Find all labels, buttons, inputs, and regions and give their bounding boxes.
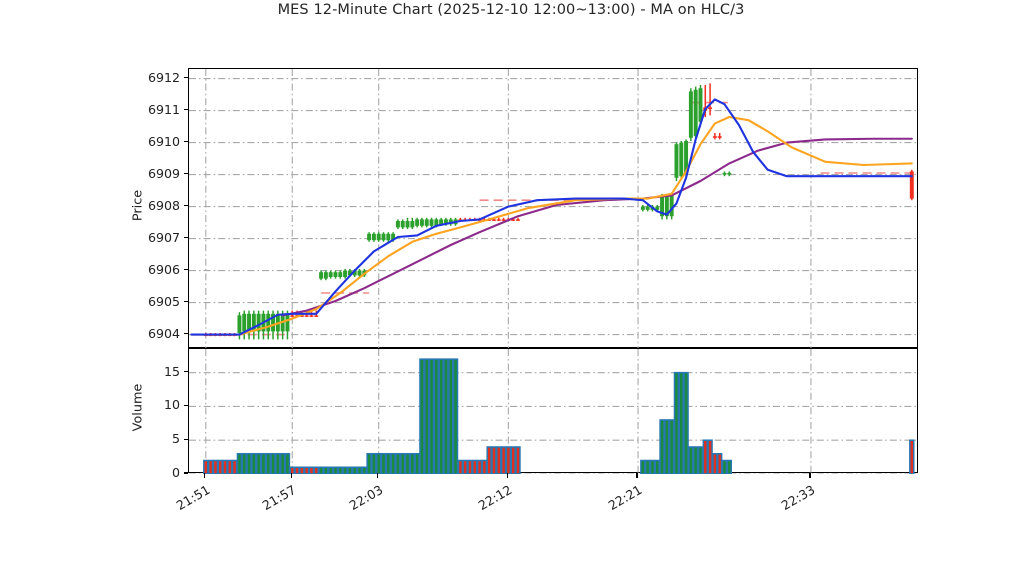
time-tick-mark	[377, 473, 379, 478]
volume-tick-label: 5	[171, 431, 180, 447]
chart-title: MES 12-Minute Chart (2025-12-10 12:00~13…	[277, 2, 745, 18]
price-tick-mark	[184, 236, 188, 239]
volume-tick-mark	[184, 404, 188, 407]
price-tick-label: 6906	[147, 261, 180, 277]
time-tick-mark	[290, 473, 292, 478]
time-tick-label: 22:12	[475, 482, 515, 514]
price-tick-mark	[184, 332, 188, 335]
price-tick-mark	[184, 204, 188, 207]
volume-tick-label: 0	[171, 465, 180, 480]
time-tick-mark	[204, 473, 206, 478]
time-tick-label: 21:51	[173, 482, 213, 514]
volume-tick-mark	[184, 472, 188, 474]
price-tick-label: 6905	[147, 293, 180, 309]
volume-tick-label: 15	[163, 363, 180, 379]
price-tick-label: 6904	[147, 325, 180, 341]
price-tick-mark	[184, 108, 188, 111]
price-tick-mark	[184, 268, 188, 271]
time-tick-mark	[809, 473, 811, 478]
price-tick-label: 6911	[147, 101, 180, 117]
time-tick-label: 21:57	[259, 482, 299, 514]
time-tick-mark	[636, 473, 638, 478]
time-tick-label: 22:33	[778, 482, 818, 514]
price-panel	[188, 68, 919, 349]
time-tick-mark	[506, 473, 509, 478]
time-tick-label: 22:03	[346, 482, 386, 514]
volume-panel	[188, 348, 919, 474]
price-tick-label: 6910	[147, 133, 180, 149]
volume-tick-mark	[184, 438, 188, 440]
price-tick-mark	[184, 76, 188, 79]
price-tick-label: 6912	[147, 69, 180, 85]
volume-tick-label: 10	[163, 397, 180, 413]
price-tick-label: 6909	[147, 165, 180, 181]
price-tick-label: 6908	[147, 197, 180, 213]
price-tick-mark	[184, 172, 188, 175]
volume-tick-mark	[184, 370, 188, 373]
price-plot-area	[189, 69, 919, 349]
volume-plot-area	[189, 349, 919, 474]
time-tick-label: 22:21	[605, 482, 645, 514]
price-tick-mark	[184, 140, 188, 143]
price-tick-mark	[184, 300, 188, 303]
price-tick-label: 6907	[147, 229, 180, 245]
